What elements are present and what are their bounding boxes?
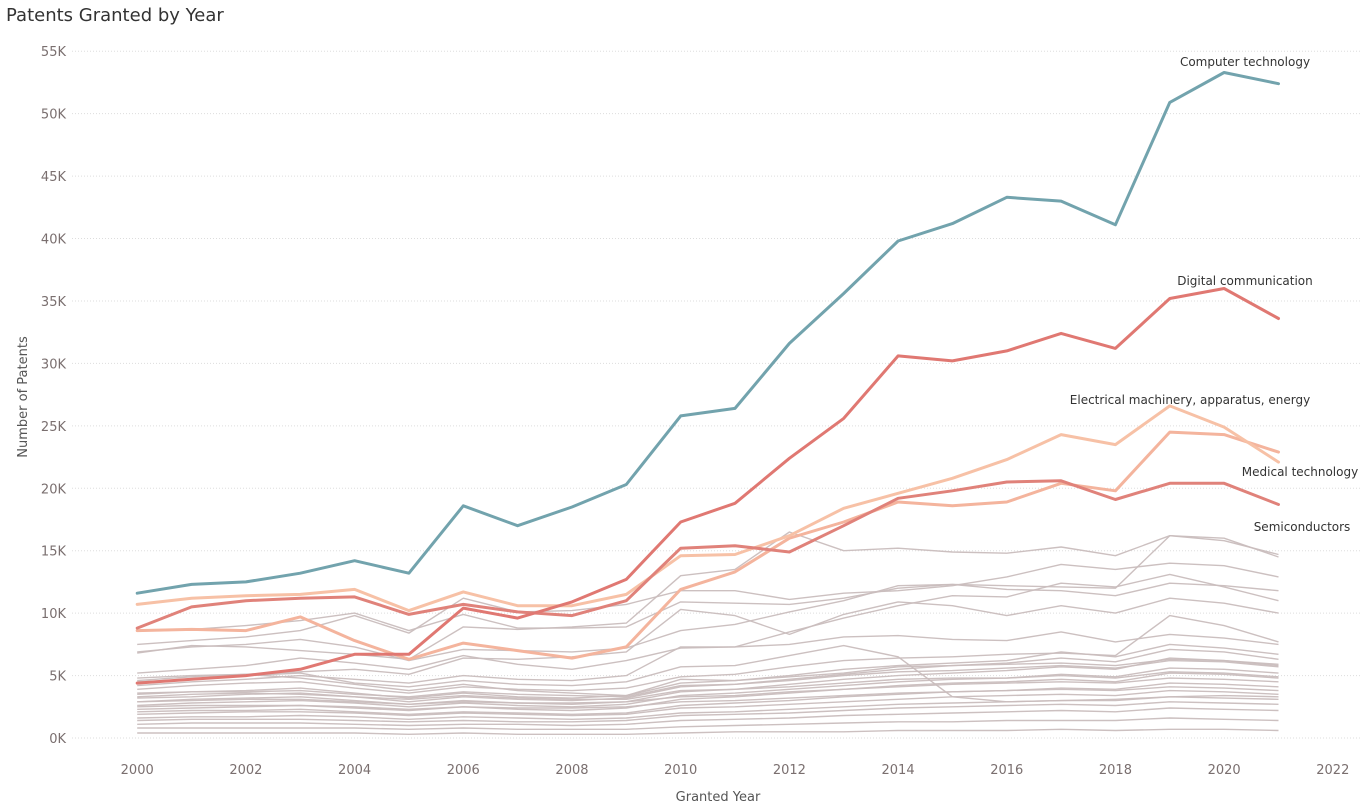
x-tick-label: 2006 — [447, 763, 480, 778]
series-label-computer-technology: Computer technology — [1180, 55, 1310, 69]
y-axis-title: Number of Patents — [16, 336, 31, 458]
series-line-semiconductors — [135, 287, 1280, 685]
y-tick-label: 25K — [41, 420, 67, 435]
background-series-line — [137, 582, 1279, 662]
y-tick-label: 20K — [41, 482, 67, 497]
series-label-digital-communication: Digital communication — [1177, 274, 1313, 288]
background-series-line — [137, 682, 1279, 715]
x-tick-label: 2020 — [1208, 763, 1241, 778]
x-tick-label: 2010 — [664, 763, 697, 778]
x-tick-label: 2016 — [990, 763, 1023, 778]
background-series-line — [137, 658, 1279, 697]
y-tick-label: 5K — [49, 670, 66, 685]
y-tick-label: 40K — [41, 233, 67, 248]
series-line-digital-communication — [135, 479, 1280, 630]
y-tick-label: 50K — [41, 108, 67, 123]
x-tick-label: 2022 — [1316, 763, 1349, 778]
x-axis-title: Granted Year — [676, 790, 761, 805]
x-axis-ticks: 2000 2002 2004 2006 2008 2010 2012 2014 2016 2018… — [121, 763, 1350, 778]
x-tick-label: 2008 — [555, 763, 588, 778]
series-line-computer-technology — [135, 71, 1280, 595]
x-tick-label: 2012 — [773, 763, 806, 778]
background-series-line — [137, 701, 1279, 723]
x-tick-label: 2002 — [229, 763, 262, 778]
x-tick-label: 2004 — [338, 763, 371, 778]
background-series-line — [137, 696, 1279, 720]
background-series-line — [137, 728, 1279, 735]
series-label-medical-technology: Medical technology — [1242, 465, 1358, 479]
background-series-group — [137, 531, 1279, 735]
series-line-electrical-machinery-apparatus-energy — [135, 404, 1280, 613]
y-tick-label: 45K — [41, 170, 67, 185]
series-labels: Computer technology Digital communication… — [1070, 55, 1358, 534]
background-series-line — [137, 677, 1279, 705]
background-series-line — [137, 597, 1279, 682]
y-tick-label: 15K — [41, 545, 67, 560]
background-series-line — [137, 671, 1279, 700]
highlighted-series-group — [135, 71, 1280, 685]
background-series-line — [137, 717, 1279, 730]
y-tick-label: 35K — [41, 295, 67, 310]
y-axis-ticks: 0K 5K 10K 15K 20K 25K 30K 35K 40K 45K 50K 55K — [41, 45, 67, 747]
x-tick-label: 2018 — [1099, 763, 1132, 778]
chart-title: Patents Granted by Year — [6, 5, 224, 26]
background-series-line — [137, 686, 1279, 710]
series-line-medical-technology — [135, 430, 1280, 661]
background-series-line — [137, 562, 1279, 646]
y-tick-label: 55K — [41, 45, 67, 60]
y-tick-label: 0K — [49, 732, 66, 747]
background-series-line — [137, 707, 1279, 727]
background-series-line — [137, 667, 1279, 708]
x-tick-label: 2000 — [121, 763, 154, 778]
background-series-line — [137, 659, 1279, 698]
y-tick-label: 30K — [41, 357, 67, 372]
background-series-line — [137, 535, 1279, 632]
background-series-line — [137, 643, 1279, 699]
series-label-semiconductors: Semiconductors — [1254, 520, 1351, 534]
y-tick-label: 10K — [41, 607, 67, 622]
series-label-electrical-machinery-apparatus-energy: Electrical machinery, apparatus, energy — [1070, 393, 1310, 407]
background-series-line — [137, 689, 1279, 717]
background-series-line — [137, 531, 1279, 660]
x-tick-label: 2014 — [882, 763, 915, 778]
